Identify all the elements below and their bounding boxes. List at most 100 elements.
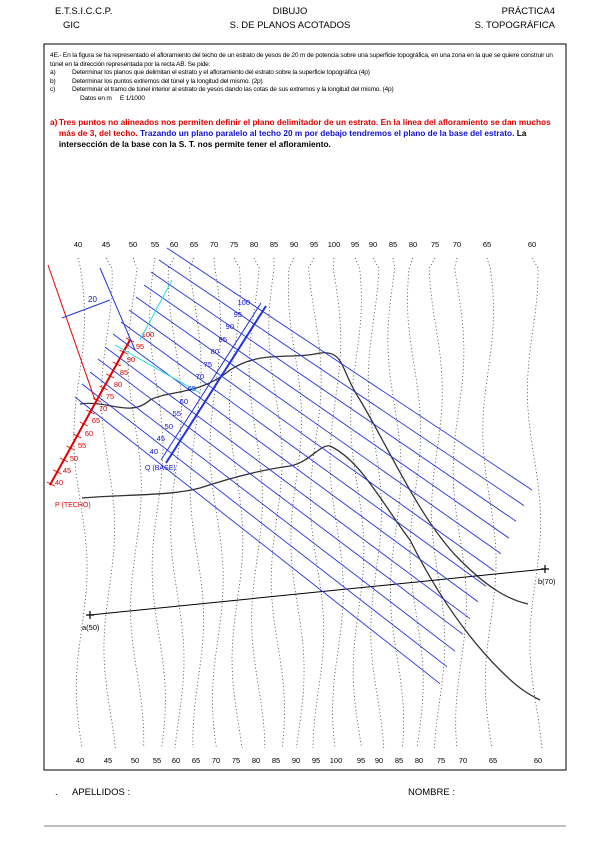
techo-scale-label: 90 (127, 355, 135, 364)
contour-label-bottom: 70 (459, 756, 467, 765)
base-scale-label: 75 (204, 360, 212, 369)
contour-label-top: 70 (453, 240, 461, 249)
contour-label-top: 55 (151, 240, 159, 249)
contour-label-bottom: 45 (104, 756, 112, 765)
item-marker: c) (50, 86, 56, 94)
contour-label-bottom: 80 (252, 756, 260, 765)
contour-label-top: 95 (351, 240, 359, 249)
item-marker: a) (50, 69, 56, 77)
contour-label-bottom: 65 (489, 756, 497, 765)
base-contour (74, 396, 441, 685)
base-scale-label: 70 (196, 372, 204, 381)
techo-scale-label: 70 (99, 404, 107, 413)
contour-label-top: 45 (102, 240, 110, 249)
base-scale-label: 80 (211, 347, 219, 356)
item-text: Determinar los planos que delimitan el e… (72, 69, 370, 77)
contour-label-top: 75 (230, 240, 238, 249)
thickness-blue (99, 267, 136, 351)
contour-label-top: 70 (210, 240, 218, 249)
answer-red: Tres puntos no alineados nos permiten de… (58, 117, 551, 138)
base-contour (89, 371, 456, 652)
contour-label-top: 75 (431, 240, 439, 249)
base-scale-label: 60 (180, 397, 188, 406)
answer-box: a) Tres puntos no alineados nos permiten… (50, 117, 551, 149)
techo-scale-label: 60 (85, 429, 93, 438)
item-text: Determinar el tramo de túnel interior al… (72, 86, 394, 94)
contour-label-top: 95 (310, 240, 318, 249)
statement: 4E.- En la figura se ha representado el … (50, 52, 553, 68)
tunnel-point (541, 565, 549, 573)
base-scale-label: 85 (219, 335, 227, 344)
techo-tick (119, 349, 128, 355)
item: b) Determinar los puntos extremos del tún… (50, 78, 560, 87)
contour-label-bottom: 85 (395, 756, 403, 765)
footer-surname: APELLIDOS : (72, 787, 130, 798)
contour-label-top: 60 (170, 240, 178, 249)
techo-tick (59, 457, 69, 463)
contour-label-top: 100 (328, 240, 341, 249)
base-scale (165, 305, 267, 464)
techo-scale-label: 40 (55, 478, 63, 487)
contour-label-bottom: 75 (437, 756, 445, 765)
contour-label-bottom: 95 (312, 756, 320, 765)
techo-scale-label: 65 (92, 416, 100, 425)
item: a) Determinar los planos que delimitan el… (50, 69, 560, 78)
cyan-line (139, 279, 173, 341)
techo-tick (46, 481, 55, 487)
contour-label-bottom: 90 (375, 756, 383, 765)
contour-label-bottom: 80 (415, 756, 423, 765)
techo-tick (92, 397, 102, 403)
outcrop-base (81, 445, 541, 701)
contour-label-top: 65 (190, 240, 198, 249)
base-scale-label: 100 (237, 298, 250, 307)
answer-black: La intersección de la base con la S. T. … (58, 128, 527, 149)
contour-label-top: 85 (389, 240, 397, 249)
point-b: b(70) (538, 577, 556, 586)
techo-tick (79, 421, 88, 427)
contour-label-bottom: 50 (131, 756, 139, 765)
base-label: Q (BASE) (145, 465, 176, 472)
footer-name: NOMBRE : (408, 787, 455, 798)
outcrop-techo (79, 352, 529, 605)
contour-label-bottom: 70 (212, 756, 220, 765)
tunnel-line (89, 568, 546, 616)
base-contour (128, 309, 495, 571)
techo-scale-label: 95 (136, 342, 144, 351)
techo-tick (73, 433, 82, 439)
contour-label-top: 80 (409, 240, 417, 249)
item-marker: b) (50, 77, 56, 85)
contour-label-bottom: 75 (232, 756, 240, 765)
header-right-2: S. TOPOGRÁFICA (475, 20, 556, 31)
frame (43, 43, 567, 771)
techo-scale-label: 55 (78, 441, 86, 450)
header-left-1: E.T.S.I.C.C.P. (55, 6, 112, 17)
techo-scale-label: 100 (142, 330, 155, 339)
item: c) Determinar el tramo de túnel interior … (50, 86, 560, 95)
techo-scale-label: 50 (70, 454, 78, 463)
techo-tick (53, 469, 62, 475)
scale: E 1/1000 (119, 94, 145, 102)
contour-label-top: 90 (290, 240, 298, 249)
contour-label-top: 65 (483, 240, 491, 249)
item-text: Determinar los puntos extremos del túnel… (72, 77, 263, 85)
contour-label-top: 60 (528, 240, 536, 249)
contour-label-top: 90 (369, 240, 377, 249)
tunnel-point (86, 611, 94, 619)
base-scale-label: 45 (157, 434, 165, 443)
thickness-dim (61, 299, 111, 319)
contour-label-bottom: 90 (292, 756, 300, 765)
base-contour (166, 247, 533, 491)
contour-label-bottom: 40 (76, 756, 84, 765)
base-scale-label: 55 (173, 409, 181, 418)
base-contour (97, 358, 464, 635)
contour-label-bottom: 65 (192, 756, 200, 765)
techo-tick (125, 337, 135, 343)
base-contour (104, 346, 471, 620)
techo-direction (47, 264, 96, 401)
base-contour (143, 284, 510, 539)
contour-label-top: 80 (250, 240, 258, 249)
drawing: 4040454550505555606065657070757580808585… (46, 240, 556, 765)
cyan-line-2 (114, 344, 201, 394)
